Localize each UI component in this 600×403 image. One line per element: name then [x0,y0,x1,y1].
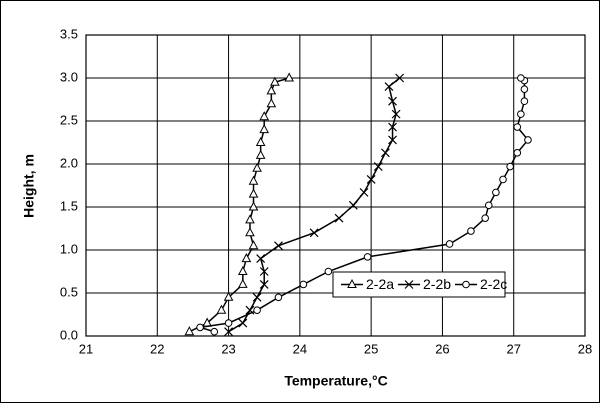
data-point [521,86,528,93]
data-point [446,241,453,248]
data-point [364,254,371,261]
y-tick-label: 0.5 [60,284,78,299]
x-tick-label: 22 [150,341,164,356]
x-tick-label: 24 [293,341,307,356]
legend-label: 2-2b [423,276,451,292]
data-point [197,324,204,331]
data-point [525,137,532,144]
data-point [514,124,521,131]
data-point [482,215,489,222]
legend: 2-2a 2-2b 2-2c [333,272,507,297]
data-point [514,150,521,157]
data-point [300,281,307,288]
data-point [485,202,492,209]
data-point [468,228,475,235]
data-point [211,328,218,335]
x-tick-label: 23 [221,341,235,356]
y-tick-label: 2.0 [60,155,78,170]
y-tick-label: 1.0 [60,241,78,256]
x-axis-title: Temperature,°C [284,373,387,389]
legend-label: 2-2c [480,276,507,292]
data-point [225,320,232,327]
data-point [493,189,500,196]
x-tick-label: 25 [364,341,378,356]
y-axis-title: Height, m [21,154,37,218]
y-tick-label: 3.0 [60,69,78,84]
data-point [518,111,525,118]
y-tick-label: 3.5 [60,26,78,41]
data-point [507,163,514,170]
data-point [254,307,261,314]
data-point [275,294,282,301]
data-point [521,98,528,105]
y-tick-label: 2.5 [60,112,78,127]
chart: Temperature,°C Height, m 0.0 0.5 1.0 1.5 2.0… [0,0,600,403]
x-tick-label: 21 [79,341,93,356]
y-tick-label: 0.0 [60,327,78,342]
x-tick-label: 28 [578,341,592,356]
x-tick-label: 26 [435,341,449,356]
legend-marker [463,281,470,288]
data-point [518,75,525,82]
y-tick-label: 1.5 [60,198,78,213]
legend-label: 2-2a [366,276,394,292]
data-point [325,268,332,275]
x-tick-label: 27 [506,341,520,356]
data-point [500,176,507,183]
